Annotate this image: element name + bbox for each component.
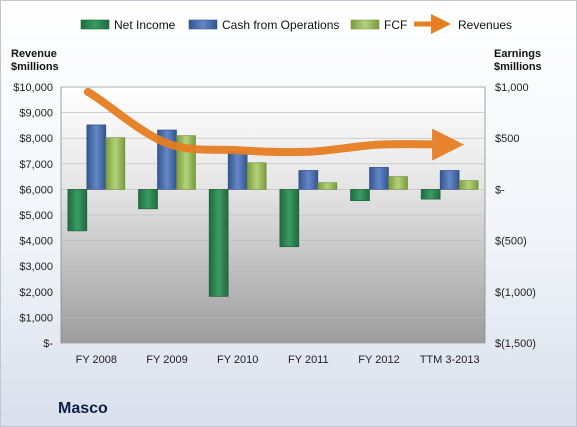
x-axis-ticks: FY 2008 FY 2009 FY 2010 FY 2011 FY 2012 TTM 3… xyxy=(76,354,480,366)
legend-label-net-income: Net Income xyxy=(114,18,176,32)
bar-fcf-fy-2011 xyxy=(317,182,338,190)
right-tick-label: $500 xyxy=(495,133,519,145)
left-tick-label: $10,000 xyxy=(13,82,53,94)
bar-net-income-fy-2008 xyxy=(67,189,88,232)
bar-net-income-fy-2010 xyxy=(208,189,229,297)
left-tick-label: $3,000 xyxy=(19,261,53,273)
bar-cash-from-operations-fy-2012 xyxy=(369,167,389,190)
right-tick-label: $(1,500) xyxy=(495,338,536,350)
x-tick-label: FY 2009 xyxy=(146,354,187,366)
left-tick-label: $7,000 xyxy=(19,159,53,171)
bar-cash-from-operations-fy-2008 xyxy=(86,124,107,190)
x-tick-label: TTM 3-2013 xyxy=(420,354,480,366)
bar-fcf-fy-2010 xyxy=(246,162,267,190)
bar-cash-from-operations-ttm-3-2013 xyxy=(439,170,460,190)
bar-cash-from-operations-fy-2010 xyxy=(227,151,248,190)
bar-fcf-ttm-3-2013 xyxy=(458,180,479,190)
legend-swatch-cash-from-operations xyxy=(188,19,218,30)
left-axis-title-line2: $millions xyxy=(11,61,59,73)
left-tick-label: $8,000 xyxy=(19,133,53,145)
left-tick-label: $5,000 xyxy=(19,210,53,222)
x-tick-label: FY 2011 xyxy=(288,354,329,366)
revenue-line-group xyxy=(83,87,465,161)
bar-net-income-fy-2009 xyxy=(138,189,158,210)
legend-swatch-net-income xyxy=(80,19,110,30)
legend-label-cash-from-operations: Cash from Operations xyxy=(222,18,339,32)
x-tick-label: FY 2010 xyxy=(217,354,258,366)
bar-net-income-fy-2012 xyxy=(350,189,370,201)
right-axis-ticks: $1,000 $500 $- $(500) $(1,000) $(1,500) xyxy=(495,82,536,350)
bar-net-income-ttm-3-2013 xyxy=(420,189,441,200)
bars-group xyxy=(67,124,479,297)
left-axis-ticks: $- $1,000 $2,000 $3,000 $4,000 $5,000 $6,000 $7… xyxy=(13,82,53,350)
right-tick-label: $(500) xyxy=(495,236,527,248)
left-tick-label: $4,000 xyxy=(19,236,53,248)
legend: Net Income Cash from Operations FCF Reve… xyxy=(80,14,512,34)
legend-label-revenues: Revenues xyxy=(458,18,512,32)
legend-label-fcf: FCF xyxy=(384,18,407,32)
right-tick-label: $1,000 xyxy=(495,82,529,94)
left-tick-label: $1,000 xyxy=(19,312,53,324)
left-tick-label: $2,000 xyxy=(19,287,53,299)
left-tick-label: $9,000 xyxy=(19,108,53,120)
right-tick-label: $- xyxy=(495,184,505,196)
right-axis-title-line2: $millions xyxy=(494,61,542,73)
left-axis-title-line1: Revenue xyxy=(11,48,57,60)
bar-net-income-fy-2011 xyxy=(279,189,300,248)
bar-fcf-fy-2008 xyxy=(105,137,126,190)
right-tick-label: $(1,000) xyxy=(495,287,536,299)
bar-cash-from-operations-fy-2011 xyxy=(298,170,319,190)
right-axis-title-line1: Earnings xyxy=(494,48,541,60)
x-tick-label: FY 2012 xyxy=(358,354,399,366)
left-tick-label: $6,000 xyxy=(19,184,53,196)
bar-fcf-fy-2012 xyxy=(388,176,408,190)
x-tick-label: FY 2008 xyxy=(76,354,117,366)
gridlines xyxy=(61,86,485,344)
left-tick-label: $- xyxy=(43,338,53,350)
company-label: Masco xyxy=(58,400,108,417)
legend-swatch-fcf xyxy=(350,19,380,30)
revenue-line xyxy=(83,87,465,161)
